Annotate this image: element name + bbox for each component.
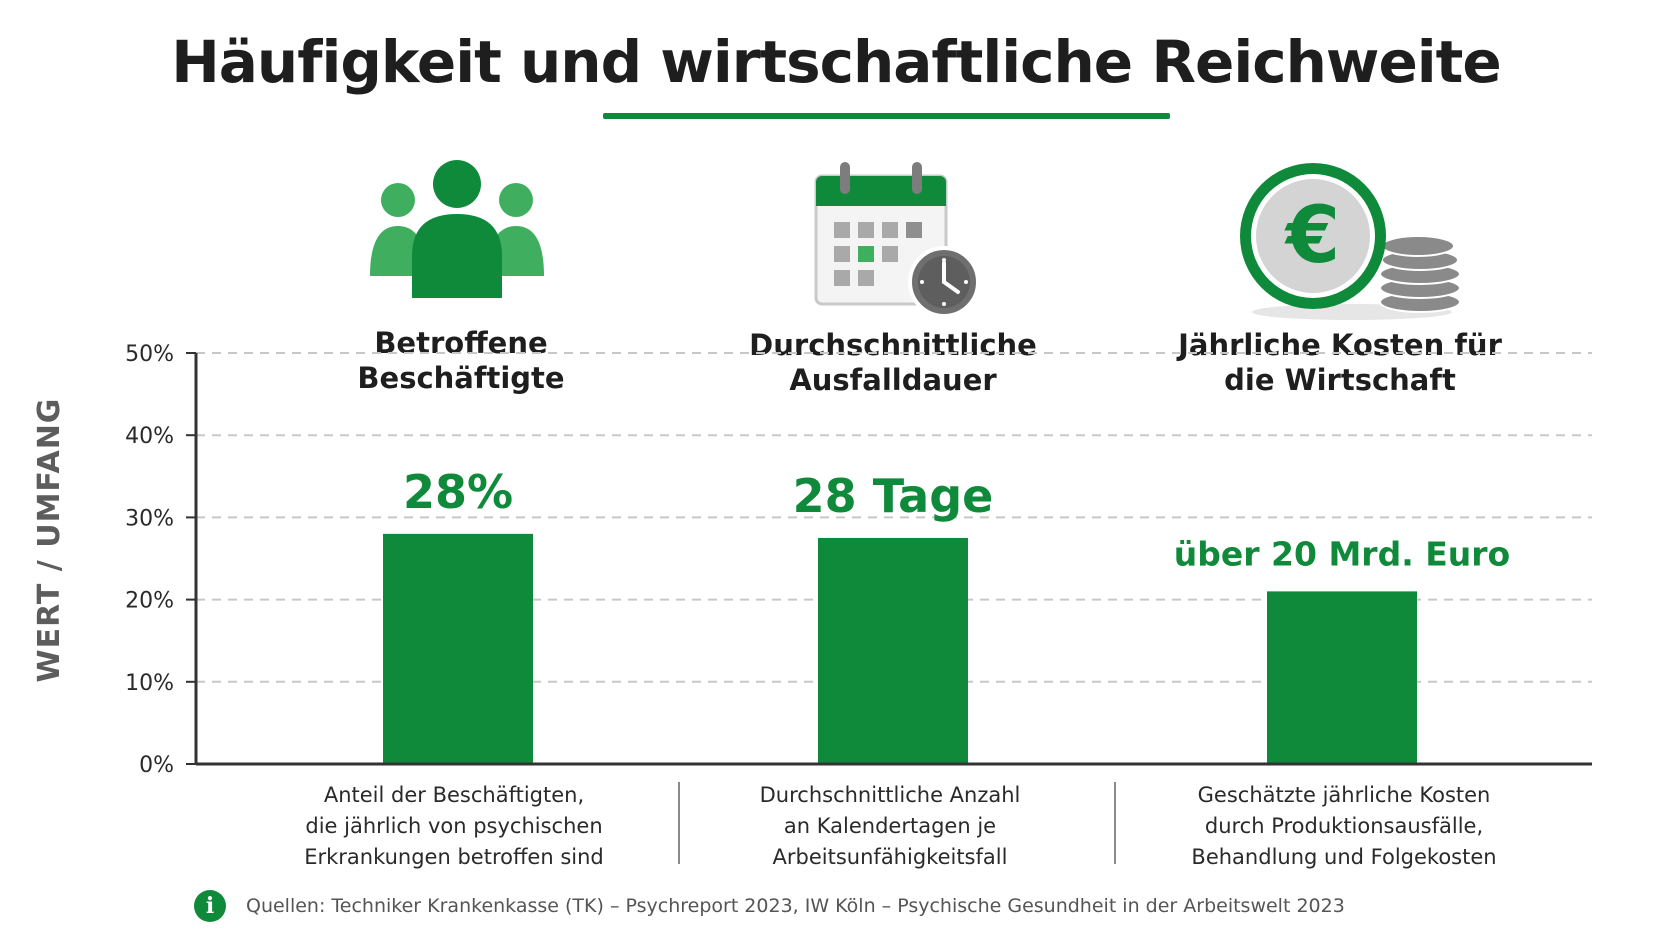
category-title-costs: Jährliche Kosten für die Wirtschaft [1178, 328, 1502, 397]
info-icon: i [194, 890, 226, 922]
title-underline [603, 113, 1170, 119]
source-note: i Quellen: Techniker Krankenkasse (TK) –… [194, 888, 1345, 924]
page-title: Häufigkeit und wirtschaftliche Reichweit… [171, 28, 1502, 96]
bar-3 [1267, 591, 1417, 764]
data-label-2: 28 Tage [793, 469, 994, 523]
y-tick-label: 0% [139, 753, 174, 778]
bar-1 [383, 533, 533, 764]
source-text: Quellen: Techniker Krankenkasse (TK) – P… [246, 895, 1345, 917]
data-label-1: 28% [403, 465, 513, 519]
category-title-duration: Durchschnittliche Ausfalldauer [749, 328, 1037, 397]
calendar-clock-icon [814, 162, 980, 318]
description-divider [678, 782, 680, 864]
people-group-icon [370, 160, 544, 298]
category-description-costs: Geschätzte jährliche Kosten durch Produk… [1191, 783, 1497, 869]
category-title-employees: Betroffene Beschäftigte [357, 326, 565, 395]
y-tick-label: 40% [125, 424, 174, 449]
y-tick-label: 50% [125, 342, 174, 367]
category-description-duration: Durchschnittliche Anzahl an Kalendertage… [759, 783, 1021, 869]
euro-coin-icon: € [1240, 163, 1461, 320]
description-divider [1114, 782, 1116, 864]
y-tick-label: 20% [125, 589, 174, 614]
svg-text:€: € [1284, 191, 1340, 281]
category-description-employees: Anteil der Beschäftigten, die jährlich v… [304, 783, 604, 869]
bar-2 [818, 537, 968, 764]
y-tick-label: 30% [125, 506, 174, 531]
data-label-3: über 20 Mrd. Euro [1174, 534, 1510, 573]
y-tick-label: 10% [125, 671, 174, 696]
